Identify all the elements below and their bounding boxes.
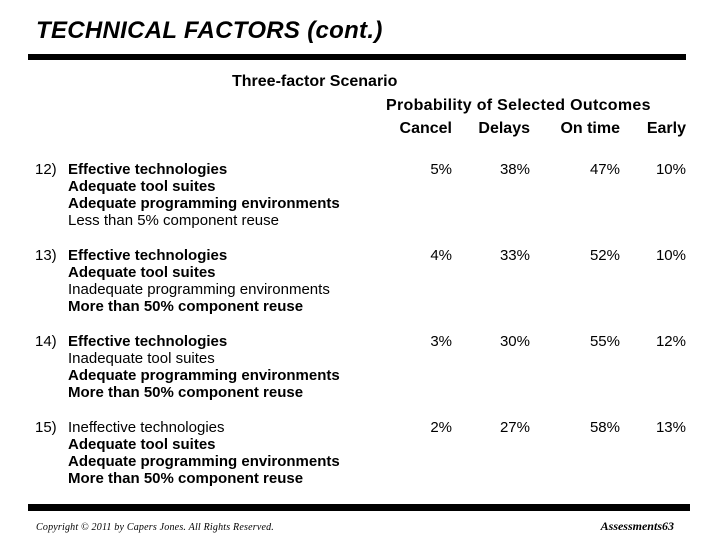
row-factors: Ineffective technologies Adequate tool su… [68, 419, 398, 487]
factor-line: Adequate programming environments [68, 195, 340, 212]
value-cell: 55% [589, 333, 620, 350]
row-factors: Effective technologies Inadequate tool su… [68, 333, 398, 401]
row-number: 12) [35, 161, 57, 178]
value-cell: 2% [430, 419, 452, 436]
table-row: 12) Effective technologies Adequate tool … [35, 161, 686, 229]
factor-line: Adequate programming environments [68, 367, 340, 384]
value-cell: 30% [499, 333, 530, 350]
page-label: Assessments63 [600, 519, 674, 533]
value-cell: 58% [589, 419, 620, 436]
factor-line: Adequate tool suites [68, 436, 216, 453]
row-factors: Effective technologies Adequate tool suit… [68, 161, 398, 229]
factor-line: More than 50% component reuse [68, 384, 304, 401]
table-row: 13) Effective technologies Adequate tool … [35, 247, 686, 315]
value-cell: 52% [589, 247, 620, 264]
scenario-heading: Three-factor Scenario [232, 73, 398, 90]
copyright-text: Copyright © 2011 by Capers Jones. All Ri… [36, 522, 274, 533]
row-number: 13) [35, 247, 57, 264]
row-factors: Effective technologies Adequate tool suit… [68, 247, 398, 315]
table-row: 15) Ineffective technologies Adequate too… [35, 419, 686, 487]
factor-line: Inadequate programming environments [68, 281, 330, 298]
factor-line: More than 50% component reuse [68, 470, 304, 487]
column-header-cancel: Cancel [399, 120, 452, 137]
value-cell: 10% [655, 161, 686, 178]
footer: Copyright © 2011 by Capers Jones. All Ri… [36, 519, 674, 534]
value-cell: 27% [499, 419, 530, 436]
column-header-on-time: On time [560, 120, 620, 137]
value-cell: 5% [430, 161, 452, 178]
value-cell: 4% [430, 247, 452, 264]
value-cell: 33% [499, 247, 530, 264]
factor-line: Less than 5% component reuse [68, 212, 279, 229]
table-row: 14) Effective technologies Inadequate too… [35, 333, 686, 401]
factor-line: Effective technologies [68, 333, 228, 350]
value-cell: 13% [655, 419, 686, 436]
factor-line: More than 50% component reuse [68, 298, 304, 315]
factor-line: Ineffective technologies [68, 419, 225, 436]
scenario-rows: 12) Effective technologies Adequate tool … [35, 161, 686, 505]
column-header-early: Early [646, 120, 686, 137]
row-number: 15) [35, 419, 57, 436]
factor-line: Effective technologies [68, 161, 228, 178]
factor-line: Effective technologies [68, 247, 228, 264]
value-cell: 3% [430, 333, 452, 350]
factor-line: Adequate tool suites [68, 264, 216, 281]
value-cell: 38% [499, 161, 530, 178]
column-header-delays: Delays [478, 120, 530, 137]
value-cell: 10% [655, 247, 686, 264]
table-header-row: Cancel Delays On time Early [35, 120, 686, 138]
footer-divider [28, 504, 690, 511]
factor-line: Adequate programming environments [68, 453, 340, 470]
outcomes-heading: Probability of Selected Outcomes [386, 97, 651, 114]
title-divider [28, 54, 686, 60]
value-cell: 12% [655, 333, 686, 350]
value-cell: 47% [589, 161, 620, 178]
factor-line: Inadequate tool suites [68, 350, 215, 367]
row-number: 14) [35, 333, 57, 350]
page-title: TECHNICAL FACTORS (cont.) [36, 17, 383, 44]
factor-line: Adequate tool suites [68, 178, 216, 195]
